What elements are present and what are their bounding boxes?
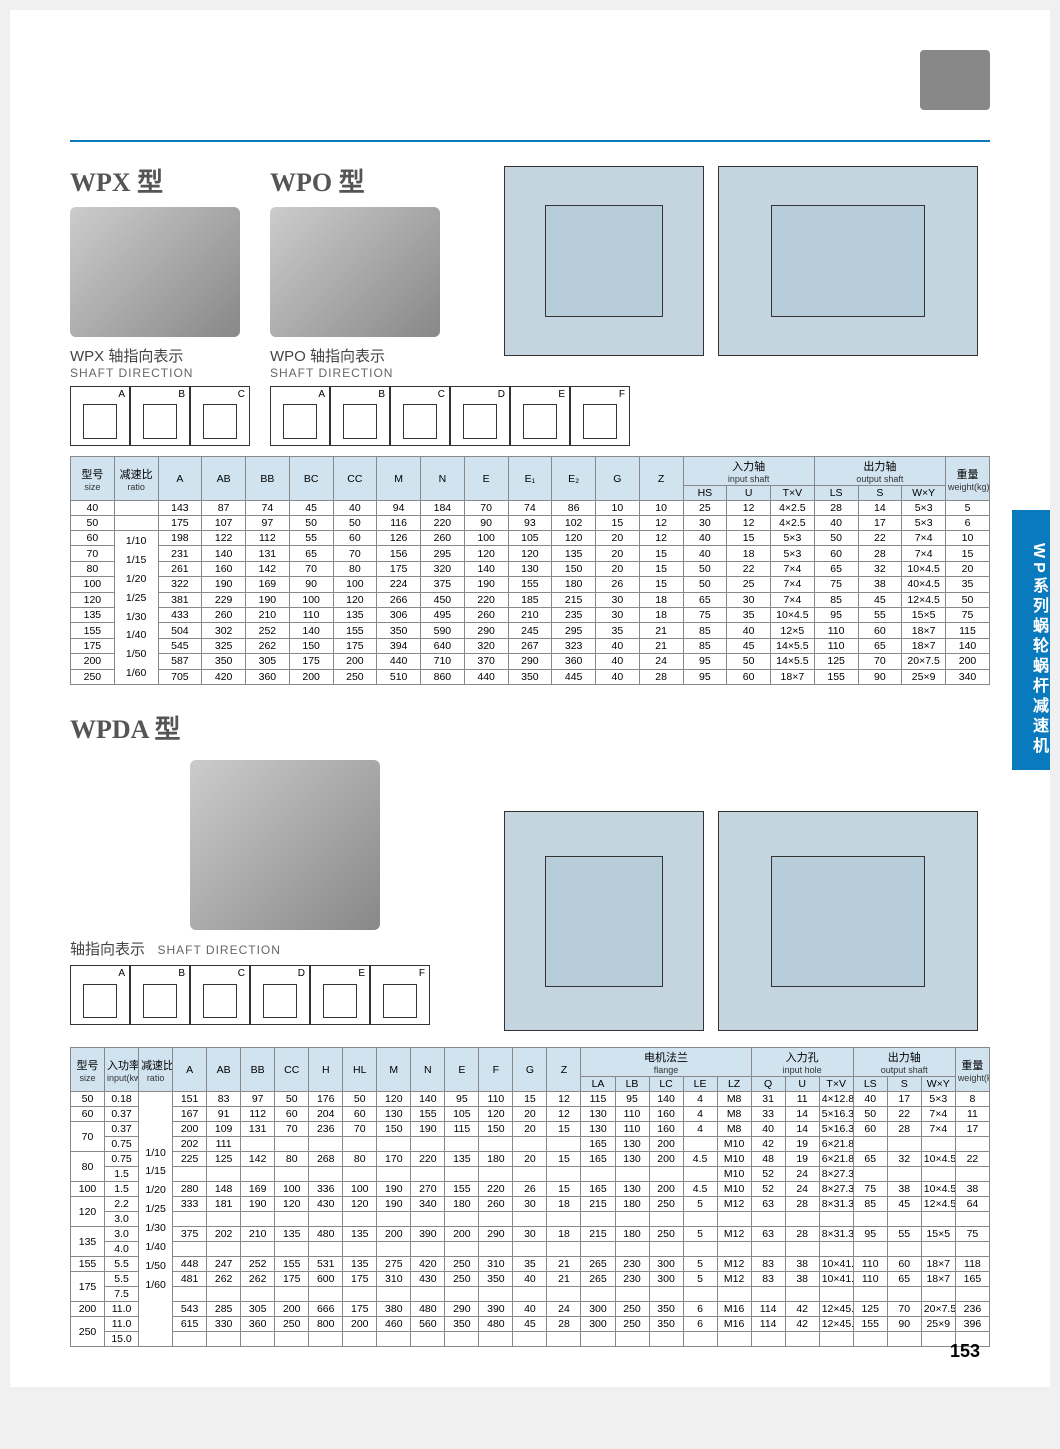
wpda-row: WPDA 型 轴指向表示 SHAFT DIRECTION ABCDEF (70, 709, 990, 1035)
direction-box-c: C (190, 386, 250, 446)
direction-box-c: C (390, 386, 450, 446)
direction-box-a: A (70, 965, 130, 1025)
table-row: 1.5M1052248×27.3 (71, 1167, 990, 1182)
table-row: 1354332602101101353064952602102353018753… (71, 608, 990, 623)
table-row: 4.0 (71, 1242, 990, 1257)
wpo-product-image (270, 207, 440, 337)
table-row: 2507054203602002505108604403504454028956… (71, 669, 990, 684)
direction-box-f: F (370, 965, 430, 1025)
direction-box-b: B (130, 386, 190, 446)
table-row: 500.181/101/151/201/251/301/401/501/6015… (71, 1092, 990, 1107)
wpx-wpo-row: WPX 型 WPX 轴指向表示 SHAFT DIRECTION WPO 型 WP… (70, 162, 990, 386)
table-row: 800.752251251428026880170220135180201516… (71, 1152, 990, 1167)
table-row: 702311401316570156295120120135201540185×… (71, 546, 990, 561)
wpda-sub-cn: 轴指向表示 (70, 941, 145, 958)
wpx-product-image (70, 207, 240, 337)
direction-box-a: A (270, 386, 330, 446)
wpda-sub-en: SHAFT DIRECTION (157, 943, 280, 957)
table-row: 1755453252621501753946403202673234021854… (71, 638, 990, 653)
table-row: 15.0 (71, 1332, 990, 1347)
table-row: 20011.0543285305200666175380480290390402… (71, 1302, 990, 1317)
top-rule (70, 140, 990, 142)
wpx-wpo-spec-table: 型号size减速比ratioAABBBBCCCMNEE₁E₂GZ入力轴 inpu… (70, 456, 990, 685)
page: WPX 型 WPX 轴指向表示 SHAFT DIRECTION WPO 型 WP… (10, 10, 1050, 1387)
direction-box-b: B (130, 965, 190, 1025)
wpo-sub-cn: WPO 轴指向表示 (270, 345, 500, 366)
table-row: 1001.52801481691003361001902701552202615… (71, 1182, 990, 1197)
table-row: 700.372001091317023670150190115150201513… (71, 1122, 990, 1137)
table-row: 1555.54482472521555311352754202503103521… (71, 1257, 990, 1272)
direction-box-b: B (330, 386, 390, 446)
direction-box-e: E (510, 386, 570, 446)
table-row: 401438774454094184707486101025124×2.5281… (71, 501, 990, 516)
direction-box-f: F (570, 386, 630, 446)
table-row: 1353.03752022101354801352003902002903018… (71, 1227, 990, 1242)
table-row: 3.0 (71, 1212, 990, 1227)
page-number: 153 (950, 1341, 980, 1362)
table-row: 1003221901699010022437519015518026155025… (71, 577, 990, 592)
table-row: 7.5 (71, 1287, 990, 1302)
direction-row: ABC ABCDEF (70, 386, 990, 456)
wpo-direction-row: ABCDEF (270, 386, 630, 446)
direction-box-a: A (70, 386, 130, 446)
wpx-title: WPX 型 (70, 162, 270, 199)
table-row: 1755.54812622621756001753104302503504021… (71, 1272, 990, 1287)
wpda-drawing-side (718, 811, 978, 1031)
wpda-direction-row: ABCDEF (70, 965, 500, 1025)
direction-box-d: D (250, 965, 310, 1025)
wpo-drawing-side (718, 166, 978, 356)
direction-box-c: C (190, 965, 250, 1025)
side-tab: WP系列蜗轮蜗杆减速机 (1012, 510, 1050, 770)
table-row: 802611601427080175320140130150201550227×… (71, 561, 990, 576)
table-row: 25011.0615330360250800200460560350480452… (71, 1317, 990, 1332)
table-row: 1203812291901001202664502201852153018653… (71, 592, 990, 607)
table-row: 1202.23331811901204301201903401802603018… (71, 1197, 990, 1212)
wpo-title: WPO 型 (270, 162, 500, 199)
wpx-direction-row: ABC (70, 386, 250, 446)
wpx-sub-en: SHAFT DIRECTION (70, 366, 270, 380)
wpo-sub-en: SHAFT DIRECTION (270, 366, 500, 380)
table-row: 600.371679111260204601301551051202012130… (71, 1107, 990, 1122)
wpda-title: WPDA 型 (70, 709, 500, 746)
table-row: 2005873503051752004407103702903604024955… (71, 654, 990, 669)
table-row: 1555043022521401553505902902452953521854… (71, 623, 990, 638)
table-row: 601/101/151/201/251/301/401/501/60198122… (71, 531, 990, 546)
corner-product-icon (920, 50, 990, 110)
wpda-product-image (190, 760, 380, 930)
wpo-drawing-front (504, 166, 704, 356)
table-row: 0.75202111165130200M1042196×21.8 (71, 1137, 990, 1152)
wpx-sub-cn: WPX 轴指向表示 (70, 345, 270, 366)
wpda-drawing-front (504, 811, 704, 1031)
direction-box-e: E (310, 965, 370, 1025)
table-row: 501751079750501162209093102151230124×2.5… (71, 516, 990, 531)
wpda-spec-table: 型号size入功率input(kw)减速比ratioAABBBCCHHLMNEF… (70, 1047, 990, 1347)
direction-box-d: D (450, 386, 510, 446)
